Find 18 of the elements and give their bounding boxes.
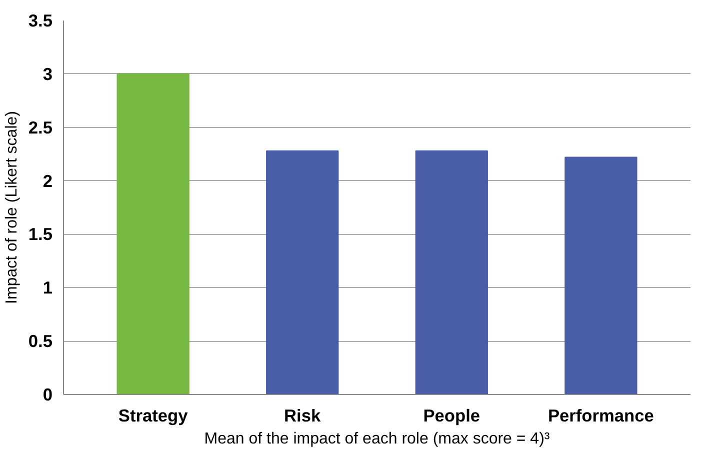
y-tick-label: 1: [42, 278, 53, 298]
bar: [564, 156, 638, 394]
y-tick-label: 2.5: [28, 117, 53, 138]
x-tick-label: Risk: [284, 406, 322, 426]
y-axis-title: Impact of role (Likert scale): [3, 111, 20, 304]
bar: [415, 150, 488, 394]
y-tick-label: 2: [42, 170, 53, 191]
x-tick-label: Strategy: [118, 406, 188, 426]
y-tick-label: 3: [42, 64, 53, 84]
y-tick-label: 0: [42, 384, 53, 404]
x-tick-label: People: [423, 406, 480, 426]
y-tick-label: 1.5: [28, 224, 53, 244]
x-axis-title: Mean of the impact of each role (max score = 4)³: [204, 430, 550, 448]
bar: [116, 73, 190, 394]
y-tick-label: 0.5: [28, 331, 53, 352]
bar: [266, 150, 339, 394]
x-tick-label: Performance: [548, 406, 654, 426]
y-tick-label: 3.5: [28, 10, 53, 30]
